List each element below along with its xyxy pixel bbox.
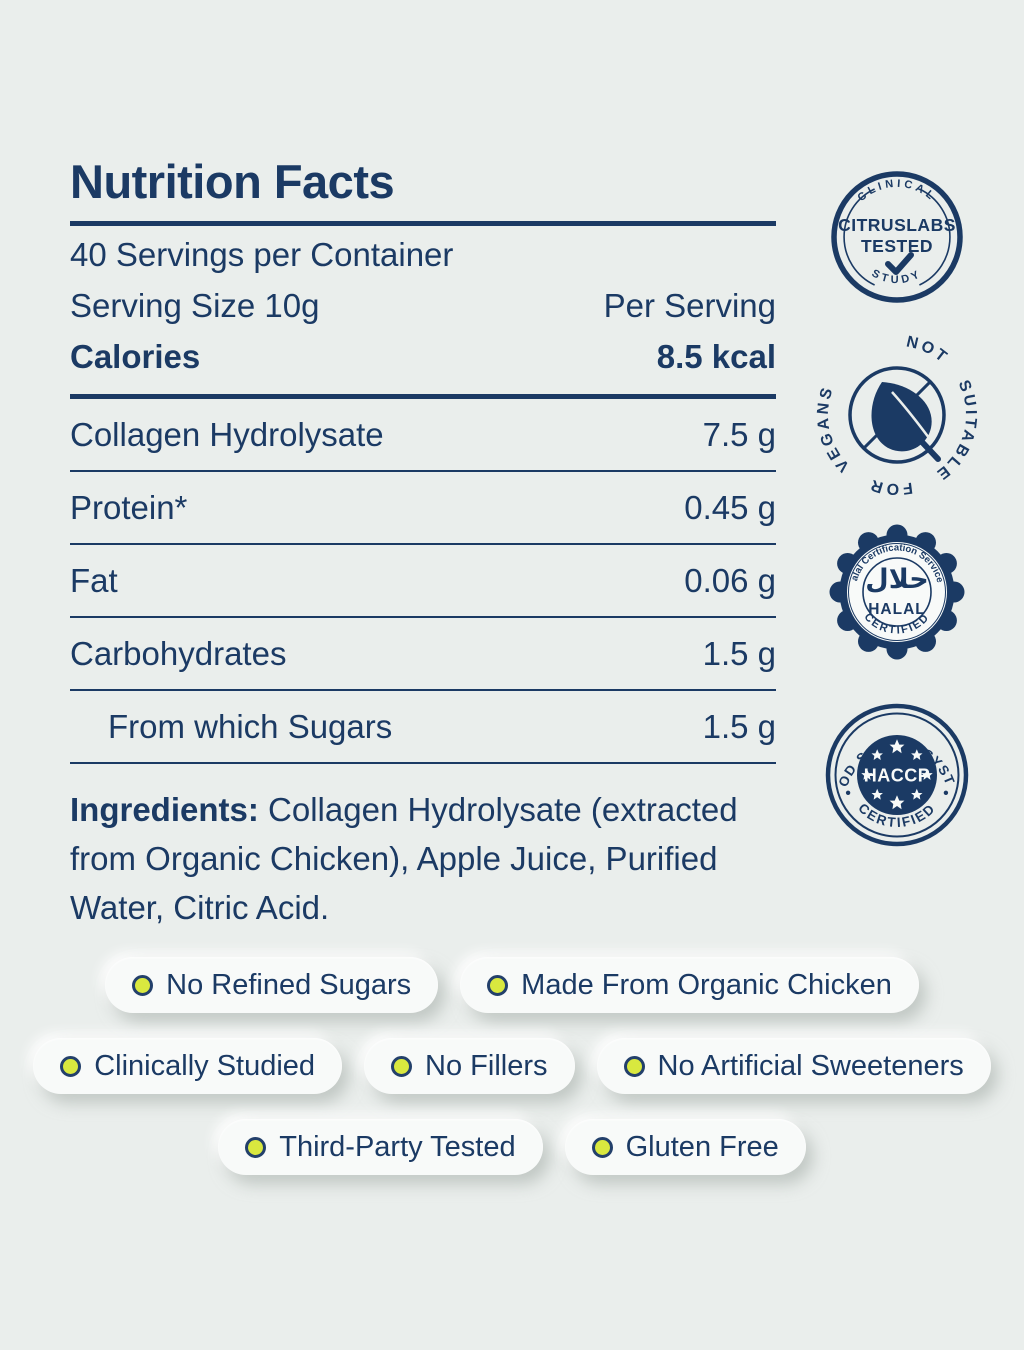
pill-row-3: Third-Party Tested Gluten Free (0, 1119, 1024, 1175)
halal-seal-graphic: Halal Certification Services حلال HALAL … (824, 514, 965, 660)
not-suitable-for-vegans-seal: NOT SUITABLE FOR VEGANS (812, 330, 982, 505)
feature-pills: No Refined Sugars Made From Organic Chic… (0, 957, 1024, 1200)
pill-third-party-tested: Third-Party Tested (218, 1119, 543, 1175)
nutrient-label: From which Sugars (108, 707, 393, 745)
halal-arabic-text: حلال (865, 564, 928, 595)
nutrient-value: 7.5 g (702, 415, 776, 453)
citruslabs-line1: CITRUSLABS (838, 215, 956, 235)
leaf-crossed-icon (871, 382, 941, 462)
halal-name: HALAL (868, 601, 926, 618)
haccp-seal-graphic: FOOD SAFETY SYSTEM HACCP CERTIFIED (818, 690, 969, 847)
page-title: Nutrition Facts (70, 155, 395, 208)
table-row-protein: Protein* 0.45 g (70, 472, 776, 545)
pill-label: No Fillers (425, 1049, 548, 1082)
pill-clinically-studied: Clinically Studied (33, 1038, 343, 1094)
calories-row: Calories 8.5 kcal (70, 331, 776, 382)
table-row-sugars: From which Sugars 1.5 g (70, 691, 776, 764)
per-serving-label: Per Serving (603, 286, 776, 324)
pill-label: No Artificial Sweeteners (657, 1049, 964, 1082)
nutrient-value: 0.06 g (684, 561, 776, 599)
calories-value: 8.5 kcal (656, 337, 776, 375)
ingredients-paragraph: Ingredients: Collagen Hydrolysate (extra… (70, 785, 776, 932)
bullet-dot-icon (132, 974, 154, 996)
pill-row-2: Clinically Studied No Fillers No Artific… (0, 1038, 1024, 1094)
serving-size-row: Serving Size 10g Per Serving (70, 280, 776, 331)
pill-no-artificial-sweeteners: No Artificial Sweeteners (596, 1038, 991, 1094)
bullet-dot-icon (623, 1055, 645, 1077)
pill-label: Made From Organic Chicken (521, 968, 892, 1001)
citruslabs-tested-seal: CLINICAL CITRUSLABS TESTED STUDY (827, 167, 967, 312)
pill-no-refined-sugars: No Refined Sugars (105, 957, 439, 1013)
calories-divider (70, 394, 776, 399)
pill-made-from-organic-chicken: Made From Organic Chicken (460, 957, 919, 1013)
checkmark-icon (885, 252, 914, 275)
nutrient-value: 1.5 g (702, 707, 776, 745)
table-row-fat: Fat 0.06 g (70, 545, 776, 618)
servings-per-container: 40 Servings per Container (70, 235, 454, 273)
nutrient-label: Collagen Hydrolysate (70, 415, 384, 453)
bullet-dot-icon (391, 1055, 413, 1077)
servings-per-container-row: 40 Servings per Container (70, 229, 776, 280)
citruslabs-line2: TESTED (861, 236, 933, 256)
bullet-dot-icon (487, 974, 509, 996)
nutrient-label: Carbohydrates (70, 634, 287, 672)
ingredients-label: Ingredients: (70, 791, 259, 828)
pill-label: Third-Party Tested (279, 1130, 516, 1163)
nutrient-label: Fat (70, 561, 118, 599)
nutrient-value: 1.5 g (702, 634, 776, 672)
nutrition-facts-panel: Nutrition Facts 40 Servings per Containe… (70, 158, 776, 932)
nutrient-value: 0.45 g (684, 488, 776, 526)
calories-label: Calories (70, 337, 201, 375)
ingredients-text: Collagen Hydrolysate (extracted from Org… (70, 791, 738, 926)
table-row-collagen: Collagen Hydrolysate 7.5 g (70, 399, 776, 472)
table-row-carbohydrates: Carbohydrates 1.5 g (70, 618, 776, 691)
vegan-seal-graphic: NOT SUITABLE FOR VEGANS (815, 334, 976, 498)
title-divider (70, 221, 776, 226)
haccp-certified-seal: FOOD SAFETY SYSTEM HACCP CERTIFIED (818, 690, 970, 853)
pill-label: No Refined Sugars (166, 968, 412, 1001)
bullet-dot-icon (245, 1136, 267, 1158)
nutrient-label: Protein* (70, 488, 188, 526)
bullet-dot-icon (591, 1136, 613, 1158)
halal-certified-seal: Halal Certification Services حلال HALAL … (824, 514, 967, 667)
haccp-name: HACCP (864, 766, 931, 786)
pill-row-1: No Refined Sugars Made From Organic Chic… (0, 957, 1024, 1013)
serving-info: 40 Servings per Container Serving Size 1… (70, 229, 776, 382)
serving-size: Serving Size 10g (70, 286, 320, 324)
pill-label: Clinically Studied (94, 1049, 316, 1082)
bullet-dot-icon (60, 1055, 82, 1077)
citruslabs-seal-graphic: CLINICAL CITRUSLABS TESTED STUDY (831, 171, 963, 303)
pill-no-fillers: No Fillers (364, 1038, 575, 1094)
pill-gluten-free: Gluten Free (564, 1119, 806, 1175)
pill-label: Gluten Free (625, 1130, 779, 1163)
